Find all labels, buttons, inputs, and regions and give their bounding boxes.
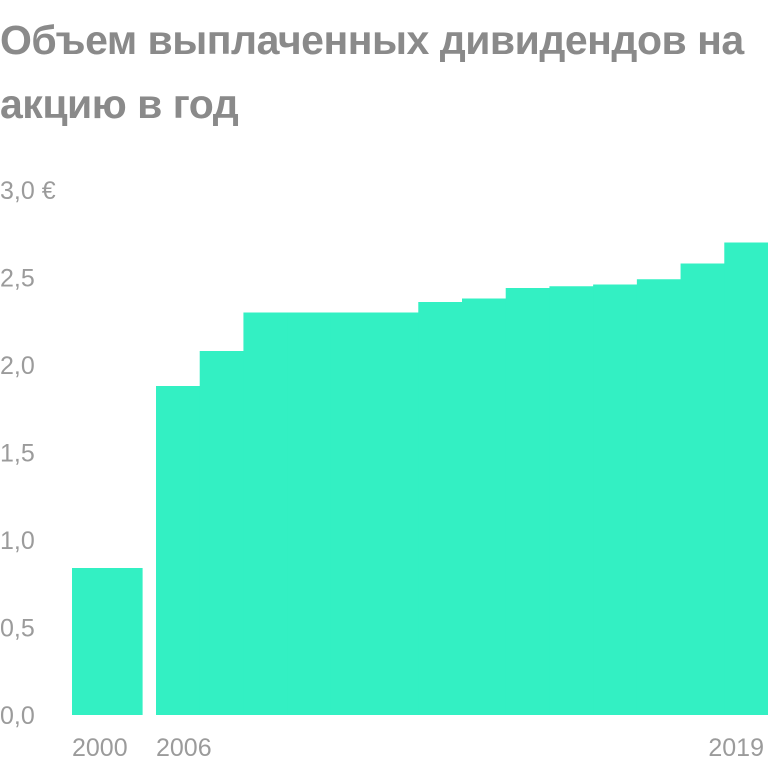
bar-2010 — [330, 312, 376, 715]
x-tick-label-2000: 2000 — [72, 734, 128, 762]
x-tick-label-2006: 2006 — [156, 734, 212, 762]
bars — [72, 242, 768, 715]
y-axis-ticks: 0,0 0,5 1,0 1,5 2,0 2,5 3,0 € — [0, 177, 56, 730]
bar-2007 — [199, 351, 245, 715]
bar-2019 — [724, 242, 768, 715]
y-tick-label: 0,0 — [0, 702, 35, 730]
bar-2018 — [680, 263, 725, 715]
bar-2006 — [156, 386, 201, 715]
bar-2016 — [593, 284, 638, 715]
bar-2014 — [505, 288, 551, 715]
bar-2017 — [636, 279, 682, 715]
chart-title: Объем выплаченных дивидендов на акцию в … — [0, 17, 744, 127]
bar-2015 — [549, 286, 594, 715]
bar-2000 — [72, 568, 143, 715]
bar-2008 — [243, 312, 288, 715]
y-tick-label: 1,0 — [0, 527, 35, 555]
y-tick-label: 2,0 — [0, 352, 35, 380]
y-tick-label: 2,5 — [0, 265, 35, 293]
y-tick-label: 1,5 — [0, 440, 35, 468]
bar-2012 — [418, 302, 463, 715]
y-tick-label: 0,5 — [0, 615, 35, 643]
bar-2009 — [287, 312, 332, 715]
x-axis-ticks: 2000 2006 2019 — [72, 734, 764, 762]
y-tick-label: 3,0 € — [0, 177, 56, 205]
x-tick-label-2019: 2019 — [708, 734, 764, 762]
bar-2013 — [462, 298, 507, 715]
bar-2011 — [374, 312, 419, 715]
